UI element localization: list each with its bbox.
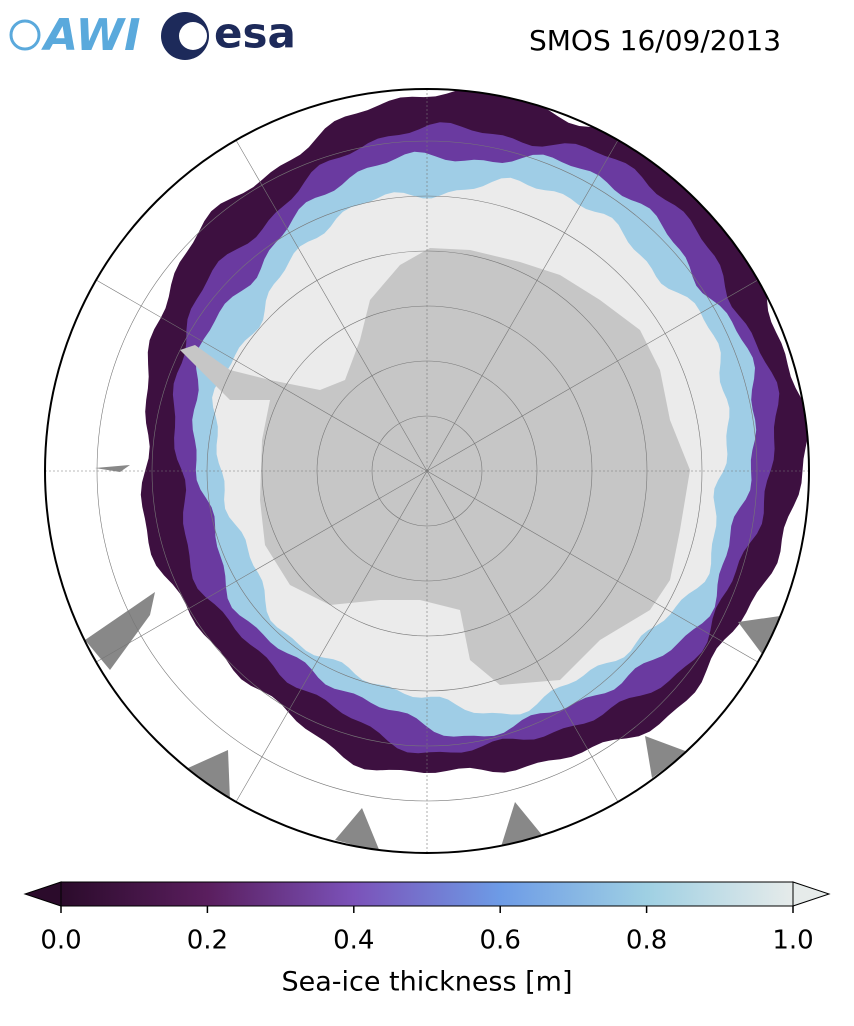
parallel xyxy=(151,195,703,747)
meridian xyxy=(231,470,428,809)
colorbar-tick-label: 0.2 xyxy=(187,926,228,956)
awi-globe xyxy=(9,19,41,51)
land xyxy=(335,808,380,852)
colorbar: 0.0 0.2 0.4 0.6 0.8 1.0 Sea-ice thickness [m] xyxy=(23,881,831,998)
meridian xyxy=(426,470,623,809)
meridian xyxy=(89,275,428,472)
logos: AWI esa xyxy=(9,9,296,61)
map xyxy=(45,89,809,853)
meridian xyxy=(426,470,765,667)
colorbar-tick-label: 0.0 xyxy=(40,926,81,956)
extend-low xyxy=(23,881,62,907)
colorbar-tick-label: 0.6 xyxy=(480,926,521,956)
colorbar-label: Sea-ice thickness [m] xyxy=(281,967,572,998)
land xyxy=(85,592,155,670)
meridian xyxy=(89,470,428,667)
land xyxy=(188,750,230,800)
colorbar-tick-label: 1.0 xyxy=(772,926,813,956)
map-border xyxy=(44,88,810,854)
meridian xyxy=(231,133,428,472)
land xyxy=(95,465,130,472)
graticule xyxy=(45,89,809,853)
meridian xyxy=(426,133,623,472)
colorbar-tick-label: 0.8 xyxy=(626,926,667,956)
extend-high xyxy=(792,881,831,907)
esa-logo: esa xyxy=(214,9,296,58)
colorbar-tick-label: 0.4 xyxy=(333,926,374,956)
parallel xyxy=(371,415,483,527)
awi-logo: AWI xyxy=(41,10,141,61)
esa-mark-inner xyxy=(179,22,207,50)
meridian xyxy=(426,275,765,472)
map-title: SMOS 16/09/2013 xyxy=(529,24,781,57)
colorbar-scale xyxy=(60,881,794,907)
land xyxy=(645,736,688,778)
